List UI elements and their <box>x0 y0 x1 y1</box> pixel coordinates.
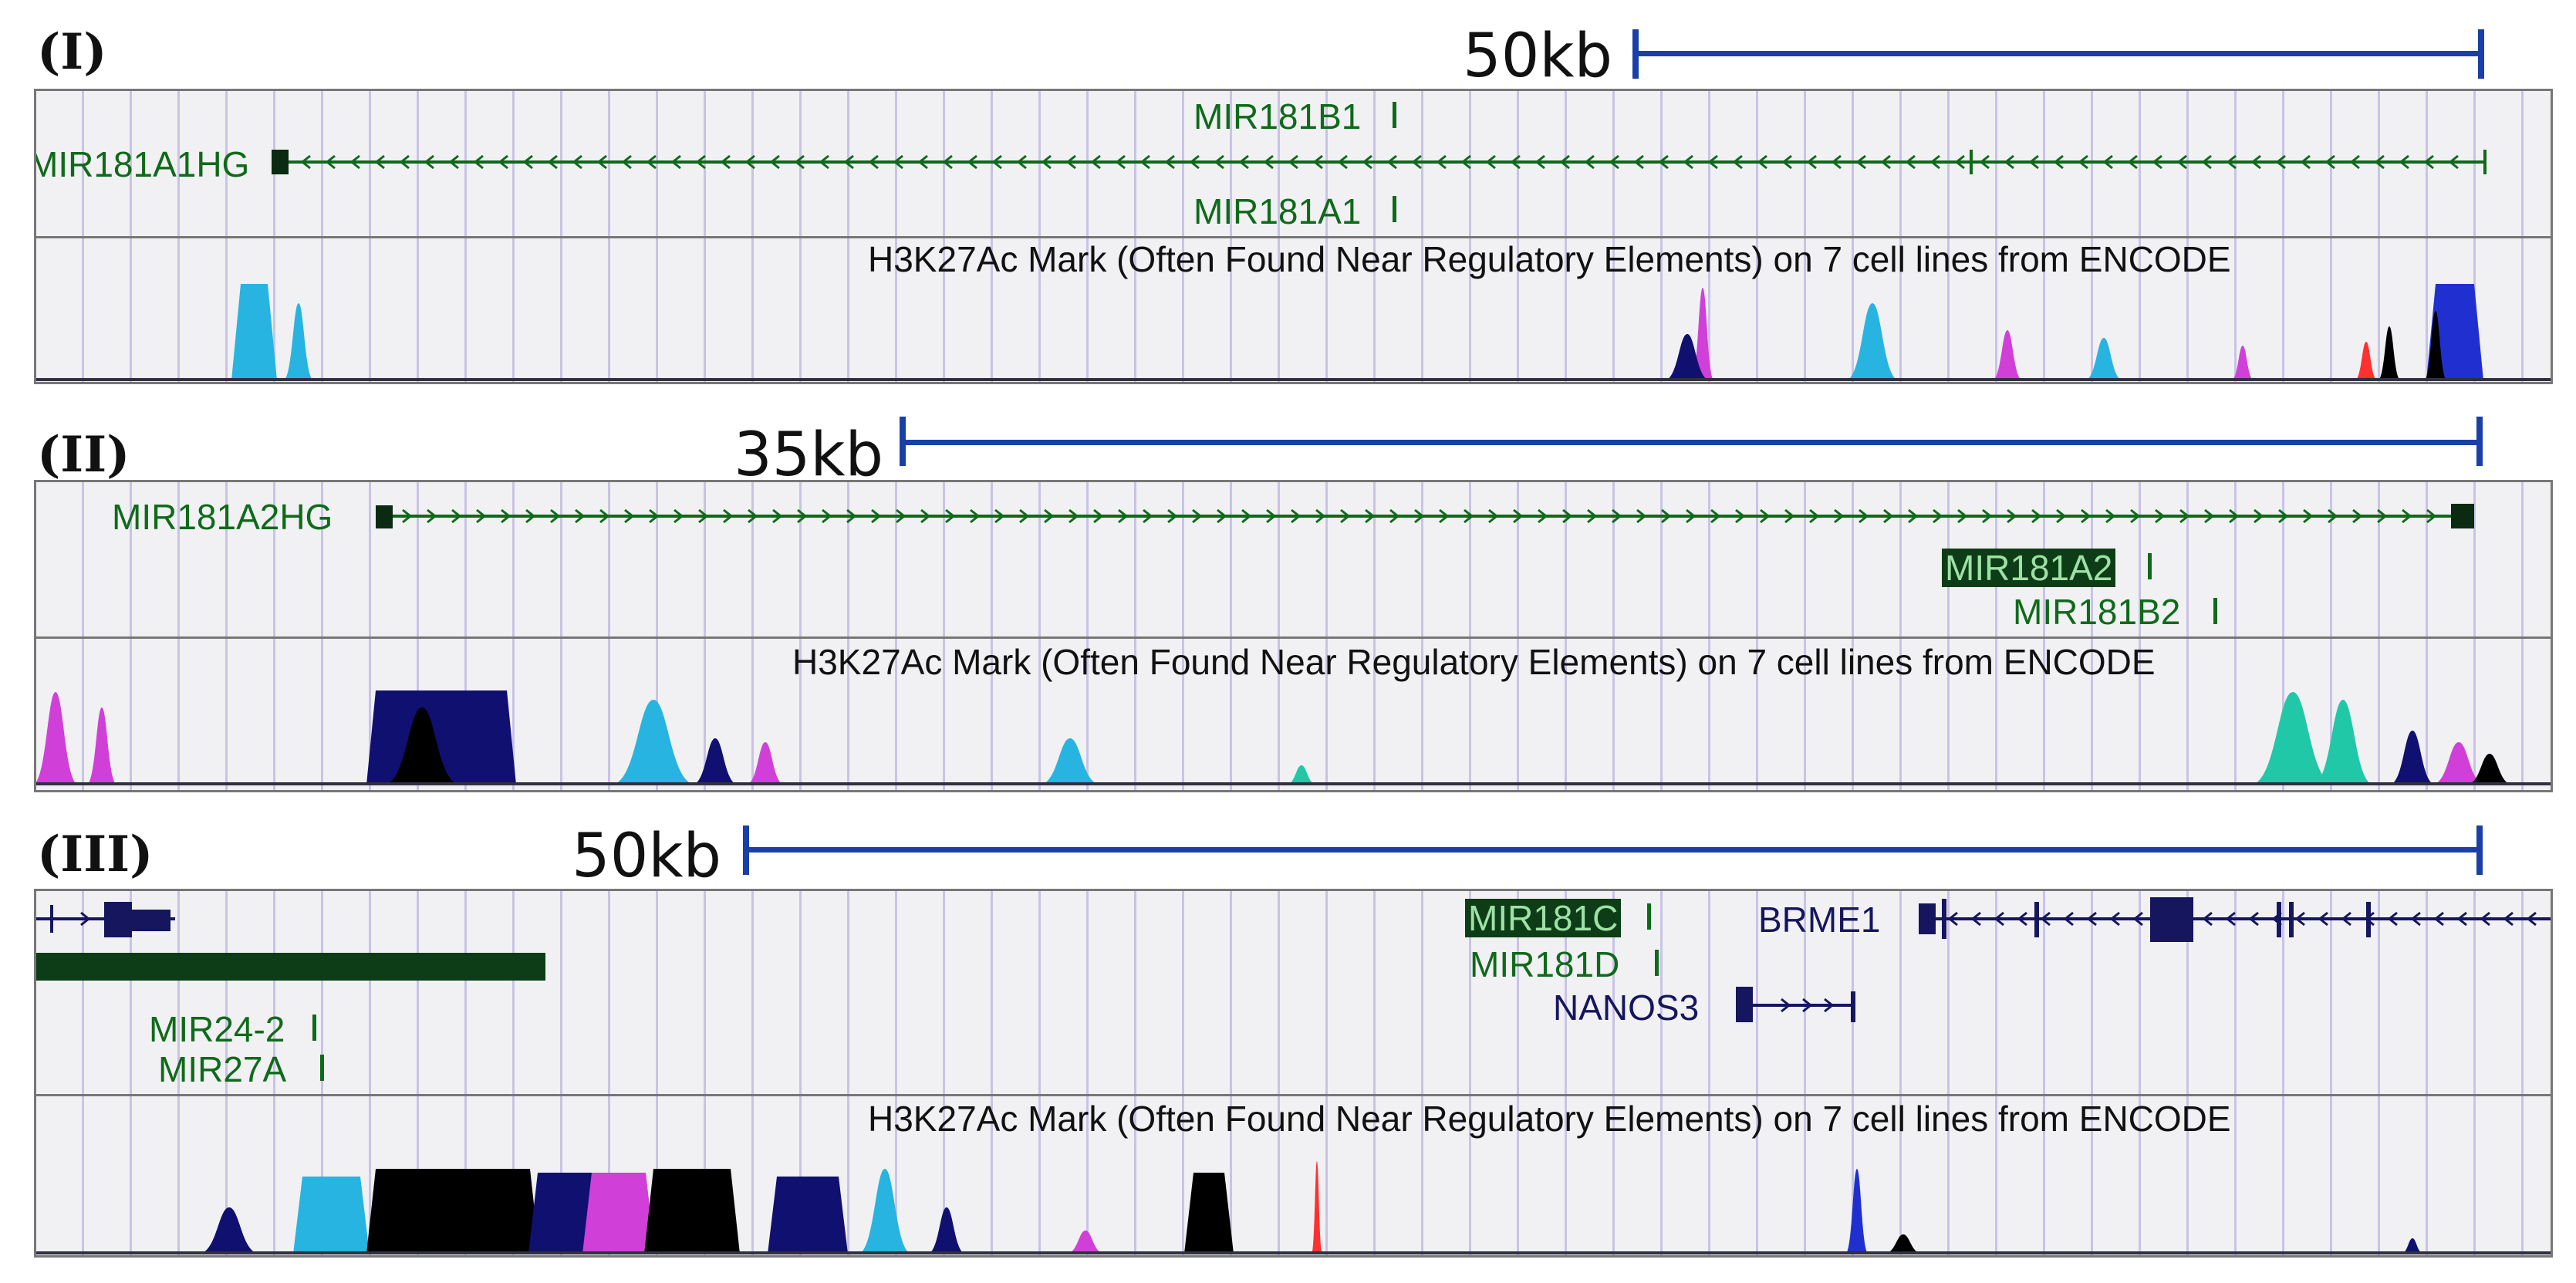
scale-bar <box>744 847 2483 853</box>
gene-models <box>36 897 2551 1254</box>
gene-label-mir181a1: MIR181A1 <box>1193 191 1362 231</box>
scale-bar-right-tick <box>2476 826 2483 875</box>
gene-label-mir181a2hg: MIR181A2HG <box>112 497 333 537</box>
track-separator <box>36 1094 2551 1096</box>
scale-label: 50kb <box>572 822 721 891</box>
gene-label-mir181d: MIR181D <box>1470 944 1620 984</box>
panel-label: (I) <box>37 23 107 81</box>
gene-label-mir181a2: MIR181A2 <box>1942 549 2116 587</box>
gene-label-mir181a1hg: MIR181A1HG <box>34 144 250 184</box>
h3k27ac-signal <box>36 690 2551 785</box>
track-title: H3K27Ac Mark (Often Found Near Regulator… <box>868 239 2231 279</box>
gene-label-mir181b1: MIR181B1 <box>1193 96 1362 137</box>
scale-bar-right-tick <box>2478 29 2484 79</box>
gene-models <box>36 504 2551 785</box>
gene-label-mir27a: MIR27A <box>158 1049 287 1089</box>
scale-bar <box>901 440 2483 445</box>
track-separator <box>36 236 2551 238</box>
panel-3: (III) 50kb <box>0 818 2576 1283</box>
h3k27ac-signal <box>36 284 2551 381</box>
panel-label: (II) <box>37 426 130 484</box>
gene-label-nanos3: NANOS3 <box>1553 988 1700 1028</box>
scale-bar-left-tick <box>1632 29 1639 79</box>
genome-track: MIR181A2HG MIR181A2 MIR181B2 H3K27Ac Mar… <box>34 480 2553 792</box>
gene-models <box>36 102 2551 381</box>
panel-label: (III) <box>37 826 154 883</box>
gene-label-mir181b2: MIR181B2 <box>2013 592 2181 632</box>
scale-bar-right-tick <box>2476 417 2483 466</box>
panel-1: (I) 50kb MIR181B1 MIR181A1HG MIR181A1 H3… <box>0 0 2576 401</box>
scale-bar-left-tick <box>743 826 749 875</box>
track-title: H3K27Ac Mark (Often Found Near Regulator… <box>868 1099 2231 1139</box>
scale-label: 35kb <box>734 420 883 490</box>
h3k27ac-signal <box>36 1161 2551 1254</box>
gene-label-mir24-2: MIR24-2 <box>149 1009 285 1049</box>
genome-track: MIR181B1 MIR181A1HG MIR181A1 H3K27Ac Mar… <box>34 89 2553 384</box>
scale-label: 50kb <box>1463 22 1612 91</box>
scale-bar <box>1634 51 2483 56</box>
panel-2: (II) 35kb MIR181A2HG MIR181A2 MIR181B2 H… <box>0 409 2576 802</box>
scale-bar-left-tick <box>900 417 906 466</box>
gene-label-brme1: BRME1 <box>1758 900 1881 940</box>
gene-label-mir181c: MIR181C <box>1465 899 1622 937</box>
track-title: H3K27Ac Mark (Often Found Near Regulator… <box>792 642 2156 682</box>
track-separator <box>36 636 2551 639</box>
genome-track: MIR181C BRME1 MIR181D NANOS3 MIR24-2 MIR… <box>34 889 2553 1258</box>
